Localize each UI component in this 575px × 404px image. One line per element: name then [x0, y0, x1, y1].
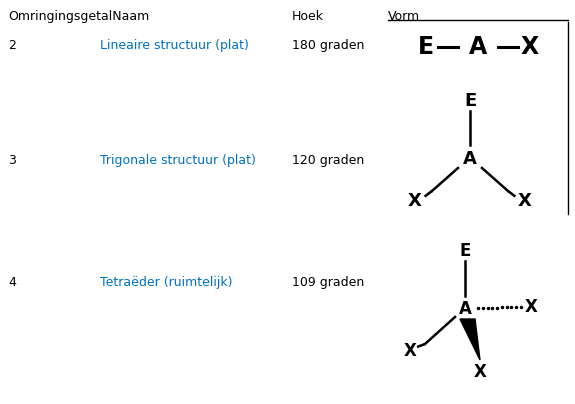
- Text: E: E: [459, 242, 471, 260]
- Text: Hoek: Hoek: [292, 10, 324, 23]
- Text: 120 graden: 120 graden: [292, 154, 364, 167]
- Text: X: X: [408, 192, 422, 210]
- Text: A: A: [463, 150, 477, 168]
- Text: 180 graden: 180 graden: [292, 39, 365, 52]
- Text: 109 graden: 109 graden: [292, 276, 364, 289]
- Text: Tetraëder (ruimtelijk): Tetraëder (ruimtelijk): [100, 276, 232, 289]
- Text: A: A: [459, 300, 471, 318]
- Text: OmringingsgetalNaam: OmringingsgetalNaam: [8, 10, 150, 23]
- Text: X: X: [404, 342, 416, 360]
- Text: X: X: [518, 192, 532, 210]
- Polygon shape: [460, 319, 480, 360]
- Text: E: E: [464, 92, 476, 110]
- Text: 2: 2: [8, 39, 16, 52]
- Text: X: X: [524, 298, 538, 316]
- Text: Lineaire structuur (plat): Lineaire structuur (plat): [100, 39, 249, 52]
- Text: X: X: [521, 35, 539, 59]
- Text: X: X: [474, 363, 486, 381]
- Text: A: A: [469, 35, 487, 59]
- Text: 4: 4: [8, 276, 16, 289]
- Text: Vorm: Vorm: [388, 10, 420, 23]
- Text: Trigonale structuur (plat): Trigonale structuur (plat): [100, 154, 256, 167]
- Text: E: E: [418, 35, 434, 59]
- Text: 3: 3: [8, 154, 16, 167]
